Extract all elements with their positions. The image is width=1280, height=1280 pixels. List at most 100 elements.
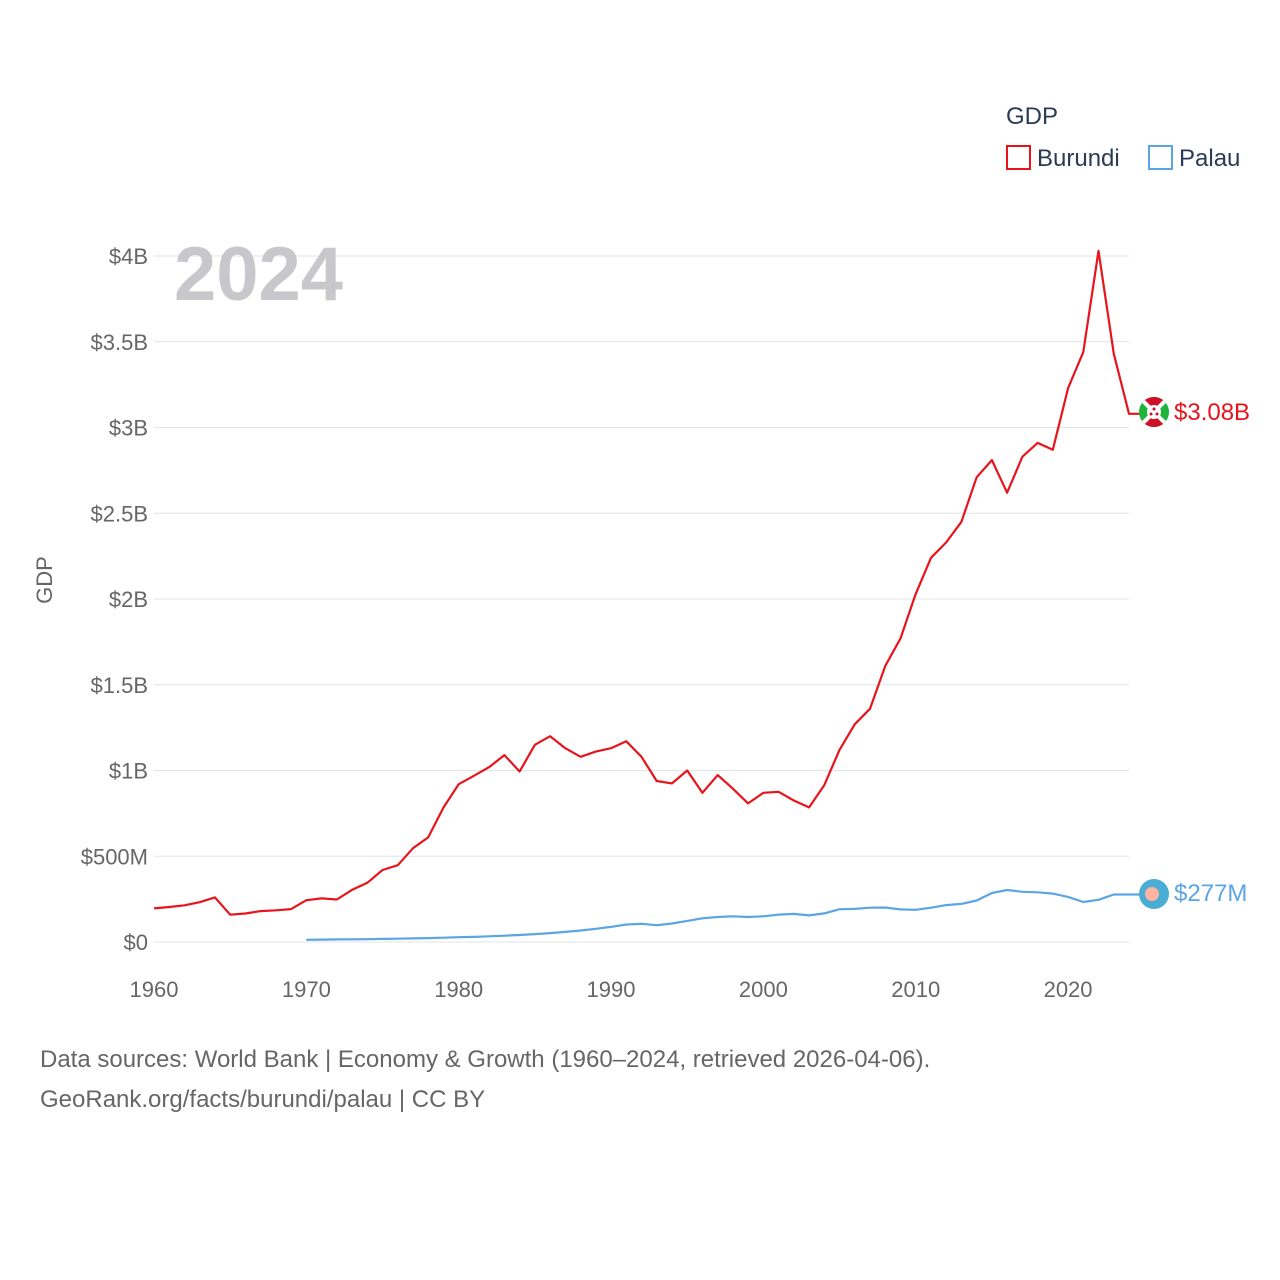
data-point-palau-1991[interactable] bbox=[623, 922, 629, 928]
data-point-burundi-2015[interactable] bbox=[989, 457, 995, 463]
data-point-burundi-1988[interactable] bbox=[578, 754, 584, 760]
data-point-burundi-1969[interactable] bbox=[288, 906, 294, 912]
data-point-palau-1973[interactable] bbox=[349, 936, 355, 942]
data-point-burundi-1982[interactable] bbox=[486, 764, 492, 770]
data-point-burundi-1966[interactable] bbox=[242, 911, 248, 917]
data-point-palau-1978[interactable] bbox=[425, 935, 431, 941]
data-point-burundi-2007[interactable] bbox=[867, 706, 873, 712]
data-point-burundi-1993[interactable] bbox=[654, 778, 660, 784]
footer-attribution-link[interactable]: GeoRank.org/facts/burundi/palau | CC BY bbox=[40, 1086, 486, 1113]
data-point-palau-2002[interactable] bbox=[791, 911, 797, 917]
data-point-palau-2021[interactable] bbox=[1080, 899, 1086, 905]
data-point-burundi-2019[interactable] bbox=[1050, 447, 1056, 453]
data-point-burundi-2011[interactable] bbox=[928, 555, 934, 561]
data-point-palau-2015[interactable] bbox=[989, 890, 995, 896]
data-point-burundi-1997[interactable] bbox=[715, 772, 721, 778]
data-point-palau-1992[interactable] bbox=[639, 921, 645, 927]
legend-swatch-burundi[interactable] bbox=[1006, 145, 1031, 170]
data-point-palau-1997[interactable] bbox=[715, 914, 721, 920]
data-point-burundi-2004[interactable] bbox=[821, 782, 827, 788]
data-point-palau-1982[interactable] bbox=[486, 933, 492, 939]
data-point-palau-1994[interactable] bbox=[669, 921, 675, 927]
legend-swatch-palau[interactable] bbox=[1148, 145, 1173, 170]
data-point-palau-2009[interactable] bbox=[898, 906, 904, 912]
data-point-burundi-1962[interactable] bbox=[182, 902, 188, 908]
data-point-palau-2008[interactable] bbox=[882, 905, 888, 911]
data-point-palau-2004[interactable] bbox=[821, 910, 827, 916]
data-point-burundi-1978[interactable] bbox=[425, 834, 431, 840]
data-point-palau-2000[interactable] bbox=[760, 913, 766, 919]
data-point-palau-1988[interactable] bbox=[578, 928, 584, 934]
data-point-burundi-1981[interactable] bbox=[471, 773, 477, 779]
data-point-burundi-2005[interactable] bbox=[837, 747, 843, 753]
legend-label-burundi[interactable]: Burundi bbox=[1037, 145, 1120, 172]
data-point-burundi-1985[interactable] bbox=[532, 742, 538, 748]
data-point-palau-1984[interactable] bbox=[517, 932, 523, 938]
data-point-burundi-2002[interactable] bbox=[791, 798, 797, 804]
data-point-palau-2007[interactable] bbox=[867, 905, 873, 911]
data-point-palau-1974[interactable] bbox=[364, 936, 370, 942]
data-point-burundi-1998[interactable] bbox=[730, 786, 736, 792]
data-point-burundi-1992[interactable] bbox=[639, 754, 645, 760]
series-line-burundi[interactable] bbox=[153, 249, 1140, 916]
data-point-palau-2014[interactable] bbox=[974, 898, 980, 904]
data-point-palau-1987[interactable] bbox=[562, 929, 568, 935]
data-point-burundi-2014[interactable] bbox=[974, 474, 980, 480]
data-point-burundi-2006[interactable] bbox=[852, 721, 858, 727]
data-point-burundi-1986[interactable] bbox=[547, 733, 553, 739]
data-point-burundi-2018[interactable] bbox=[1035, 440, 1041, 446]
data-point-burundi-2000[interactable] bbox=[760, 790, 766, 796]
data-point-palau-1983[interactable] bbox=[501, 933, 507, 939]
data-point-burundi-1968[interactable] bbox=[273, 907, 279, 913]
data-point-palau-2012[interactable] bbox=[943, 902, 949, 908]
data-point-burundi-1976[interactable] bbox=[395, 862, 401, 868]
data-point-palau-2023[interactable] bbox=[1111, 892, 1117, 898]
data-point-palau-2018[interactable] bbox=[1035, 889, 1041, 895]
data-point-burundi-1983[interactable] bbox=[501, 752, 507, 758]
data-point-burundi-1970[interactable] bbox=[303, 897, 309, 903]
data-point-burundi-2016[interactable] bbox=[1004, 490, 1010, 496]
data-point-burundi-2001[interactable] bbox=[776, 789, 782, 795]
data-point-palau-2006[interactable] bbox=[852, 906, 858, 912]
data-point-burundi-1987[interactable] bbox=[562, 745, 568, 751]
data-point-burundi-2020[interactable] bbox=[1065, 385, 1071, 391]
data-point-burundi-1977[interactable] bbox=[410, 845, 416, 851]
data-point-burundi-2024[interactable] bbox=[1126, 411, 1132, 417]
data-point-burundi-2010[interactable] bbox=[913, 591, 919, 597]
data-point-palau-1979[interactable] bbox=[441, 935, 447, 941]
data-point-palau-1976[interactable] bbox=[395, 936, 401, 942]
data-point-palau-2020[interactable] bbox=[1065, 894, 1071, 900]
data-point-burundi-2009[interactable] bbox=[898, 635, 904, 641]
data-point-burundi-1964[interactable] bbox=[212, 894, 218, 900]
data-point-palau-2005[interactable] bbox=[837, 906, 843, 912]
data-point-burundi-1991[interactable] bbox=[623, 738, 629, 744]
data-point-palau-1971[interactable] bbox=[319, 937, 325, 943]
data-point-palau-2001[interactable] bbox=[776, 912, 782, 918]
data-point-palau-1993[interactable] bbox=[654, 922, 660, 928]
data-point-burundi-1971[interactable] bbox=[319, 895, 325, 901]
data-point-burundi-1972[interactable] bbox=[334, 897, 340, 903]
data-point-palau-1989[interactable] bbox=[593, 926, 599, 932]
data-point-palau-2016[interactable] bbox=[1004, 887, 1010, 893]
data-point-burundi-2021[interactable] bbox=[1080, 349, 1086, 355]
data-point-burundi-1975[interactable] bbox=[380, 867, 386, 873]
data-point-palau-1986[interactable] bbox=[547, 930, 553, 936]
data-point-palau-1970[interactable] bbox=[303, 937, 309, 943]
data-point-burundi-1984[interactable] bbox=[517, 769, 523, 775]
data-point-palau-1990[interactable] bbox=[608, 924, 614, 930]
data-point-palau-1972[interactable] bbox=[334, 936, 340, 942]
data-point-burundi-1979[interactable] bbox=[441, 805, 447, 811]
data-point-burundi-1999[interactable] bbox=[745, 800, 751, 806]
data-point-palau-2022[interactable] bbox=[1096, 897, 1102, 903]
data-point-burundi-1989[interactable] bbox=[593, 749, 599, 755]
data-point-palau-1977[interactable] bbox=[410, 935, 416, 941]
data-point-palau-1981[interactable] bbox=[471, 934, 477, 940]
data-point-burundi-1960[interactable] bbox=[151, 905, 157, 911]
data-point-burundi-2008[interactable] bbox=[882, 663, 888, 669]
data-point-burundi-1961[interactable] bbox=[166, 904, 172, 910]
data-point-burundi-1974[interactable] bbox=[364, 880, 370, 886]
data-point-palau-2013[interactable] bbox=[958, 901, 964, 907]
data-point-burundi-1990[interactable] bbox=[608, 745, 614, 751]
data-point-palau-2010[interactable] bbox=[913, 907, 919, 913]
data-point-palau-2011[interactable] bbox=[928, 905, 934, 911]
